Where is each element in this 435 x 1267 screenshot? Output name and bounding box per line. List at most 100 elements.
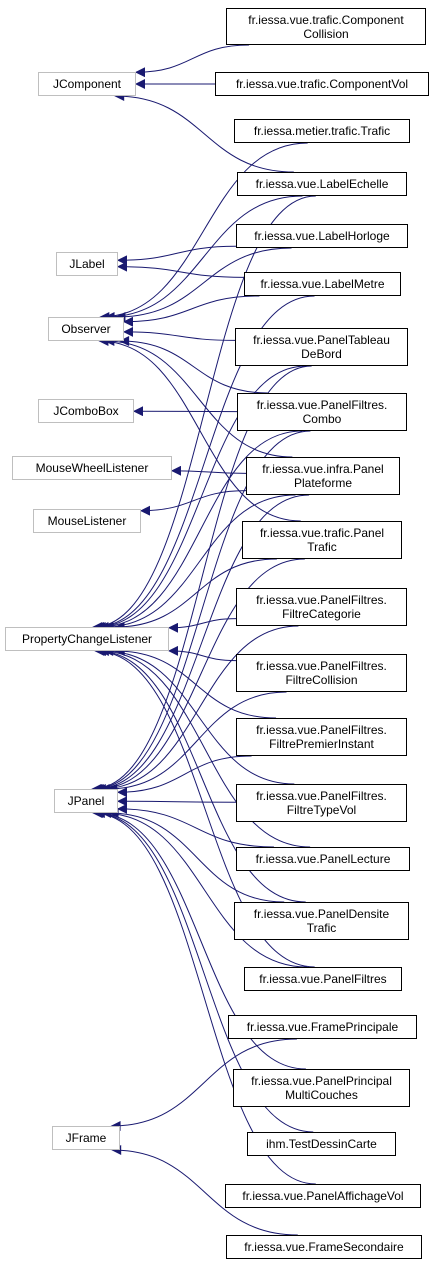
edge-panelfiltres-to-jpanel [100,808,308,968]
edge-paneldensitetrafic-to-propertychangelistener [95,646,306,903]
node-label-line: fr.iessa.vue.trafic.Panel [259,526,385,540]
node-frame-secondaire[interactable]: fr.iessa.vue.FrameSecondaire [226,1235,422,1259]
node-label-line: fr.iessa.vue.PanelFiltres [259,972,387,986]
node-mouselistener[interactable]: MouseListener [33,509,141,533]
node-jcomponent[interactable]: JComponent [38,72,136,96]
edge-paneltableaudebord-to-observer [123,326,236,341]
node-panel-tableau-de-bord[interactable]: fr.iessa.vue.PanelTableau DeBord [235,328,408,366]
edge-panelplateforme-to-observer [104,336,293,458]
node-label-line: FiltreTypeVol [286,803,357,817]
edge-panelfiltrescombo-to-jpanel [92,430,311,794]
edge-paneldensitetrafic-to-jpanel [108,808,285,903]
edge-labelechelle-to-propertychangelistener [92,195,316,632]
node-label: fr.iessa.vue.PanelLecture [256,852,391,866]
node-label: fr.iessa.vue.LabelMetre [260,277,384,291]
node-label: fr.iessa.vue.PanelDensite Trafic [254,907,389,935]
node-label-line: FiltrePremierInstant [269,737,374,751]
node-jcombobox[interactable]: JComboBox [38,399,134,423]
node-panel-principal-multicouches[interactable]: fr.iessa.vue.PanelPrincipal MultiCouches [233,1069,410,1107]
node-mousewheellistener[interactable]: MouseWheelListener [12,456,172,480]
node-label-line: fr.iessa.vue.PanelFiltres. [256,789,387,803]
edge-panelplateforme-to-mousewheellistener [171,465,247,476]
node-panel-densite-trafic[interactable]: fr.iessa.vue.PanelDensite Trafic [234,902,409,940]
node-label: Observer [61,322,110,336]
node-label: JPanel [68,794,105,808]
node-label-line: fr.iessa.vue.FramePrincipale [246,1020,399,1034]
edge-paneltrafic-to-observer [98,336,301,522]
node-observer[interactable]: Observer [48,317,124,341]
node-label-line: fr.iessa.vue.PanelTableau [253,333,390,347]
node-label-line: Collision [303,26,349,41]
node-label-line: fr.iessa.vue.PanelPrincipal [251,1074,392,1088]
edge-testdessincarte-to-jpanel [93,808,314,1133]
node-label: fr.iessa.vue.PanelPrincipal MultiCouches [251,1074,392,1102]
node-trafic[interactable]: fr.iessa.metier.trafic.Trafic [234,119,410,143]
node-panel-lecture[interactable]: fr.iessa.vue.PanelLecture [236,847,410,871]
node-label: MouseWheelListener [36,461,149,475]
edge-labelmetre-to-propertychangelistener [93,295,315,632]
node-panel-affichage-vol[interactable]: fr.iessa.vue.PanelAffichageVol [225,1184,421,1208]
node-panel-filtres-combo[interactable]: fr.iessa.vue.PanelFiltres. Combo [237,393,407,431]
edge-panellecture-to-propertychangelistener [98,646,311,848]
edge-filtrepremierinstant-to-jpanel [117,755,252,798]
node-label-line: JFrame [65,1131,107,1145]
edge-paneltrafic-to-propertychangelistener [114,558,277,632]
node-panel-plateforme[interactable]: fr.iessa.vue.infra.Panel Plateforme [246,457,400,495]
edge-panelplateforme-to-propertychangelistener [103,494,296,632]
edge-filtrecollision-to-propertychangelistener [168,645,237,662]
node-filtre-categorie[interactable]: fr.iessa.vue.PanelFiltres. FiltreCategori… [236,588,407,626]
node-test-dessin-carte[interactable]: ihm.TestDessinCarte [247,1132,396,1156]
edge-componentcollision-to-jcomponent [135,44,250,78]
node-frame-principale[interactable]: fr.iessa.vue.FramePrincipale [228,1015,417,1039]
node-label-line: fr.iessa.vue.PanelAffichageVol [242,1189,404,1203]
node-label: fr.iessa.vue.PanelFiltres. FiltreCategori… [256,593,387,621]
edge-panelprincipalmulticouches-to-jpanel [94,808,306,1070]
node-label: fr.iessa.vue.PanelTableau DeBord [253,333,390,361]
node-label-line: fr.iessa.vue.LabelEchelle [255,177,389,191]
node-label-line: JComponent [52,77,122,91]
edge-frameprincipale-to-jframe [110,1038,297,1131]
node-label: ihm.TestDessinCarte [266,1137,377,1151]
node-label-line: MultiCouches [285,1088,358,1102]
node-component-vol[interactable]: fr.iessa.vue.trafic.ComponentVol [215,72,429,96]
edge-panelplateforme-to-mouselistener [140,490,247,516]
edge-panelfiltrescombo-to-propertychangelistener [98,430,303,632]
node-label-line: fr.iessa.vue.PanelFiltres. [256,723,387,737]
node-label-line: fr.iessa.vue.PanelLecture [255,852,391,866]
node-label-line: PropertyChangeListener [21,632,153,646]
node-label-line: Plateforme [293,476,353,490]
node-label: PropertyChangeListener [22,632,152,646]
node-panel-filtres[interactable]: fr.iessa.vue.PanelFiltres [244,967,402,991]
node-label-metre[interactable]: fr.iessa.vue.LabelMetre [244,272,401,296]
node-label-line: fr.iessa.vue.PanelFiltres. [256,593,387,607]
node-label-line: fr.iessa.metier.trafic.Trafic [253,124,391,138]
node-label-line: fr.iessa.vue.infra.Panel [262,462,384,476]
node-label-line: Trafic [306,921,337,935]
node-label-horloge[interactable]: fr.iessa.vue.LabelHorloge [236,224,408,248]
node-label-echelle[interactable]: fr.iessa.vue.LabelEchelle [237,172,407,196]
node-jframe[interactable]: JFrame [52,1126,120,1150]
node-jlabel[interactable]: JLabel [56,252,118,276]
edge-labelechelle-to-jcomponent [114,91,294,173]
edge-panelaffichagevol-to-jpanel [92,808,316,1185]
node-filtre-collision[interactable]: fr.iessa.vue.PanelFiltres. FiltreCollisio… [236,654,407,692]
node-label-line: fr.iessa.vue.LabelMetre [260,277,385,291]
node-label-line: JLabel [69,257,105,271]
node-propertychangelistener[interactable]: PropertyChangeListener [5,627,169,651]
node-label-line: fr.iessa.vue.trafic.Component [248,12,404,27]
edge-framesecondaire-to-jframe [111,1145,298,1236]
node-jpanel[interactable]: JPanel [54,789,118,813]
node-label-line: ihm.TestDessinCarte [266,1137,377,1151]
node-label: fr.iessa.metier.trafic.Trafic [254,124,390,138]
node-filtre-premier-instant[interactable]: fr.iessa.vue.PanelFiltres. FiltrePremierI… [236,718,407,756]
edge-filtrecategorie-to-jpanel [99,625,299,794]
edge-panelfiltrescombo-to-observer [119,336,268,394]
node-filtre-type-vol[interactable]: fr.iessa.vue.PanelFiltres. FiltreTypeVol [236,784,407,822]
node-label-line: fr.iessa.vue.FrameSecondaire [244,1240,404,1254]
node-label: JFrame [66,1131,107,1145]
node-label: JComponent [53,77,121,91]
node-label: JLabel [69,257,104,271]
node-panel-trafic[interactable]: fr.iessa.vue.trafic.Panel Trafic [242,521,402,559]
node-component-collision[interactable]: fr.iessa.vue.trafic.Component Collision [226,8,426,45]
